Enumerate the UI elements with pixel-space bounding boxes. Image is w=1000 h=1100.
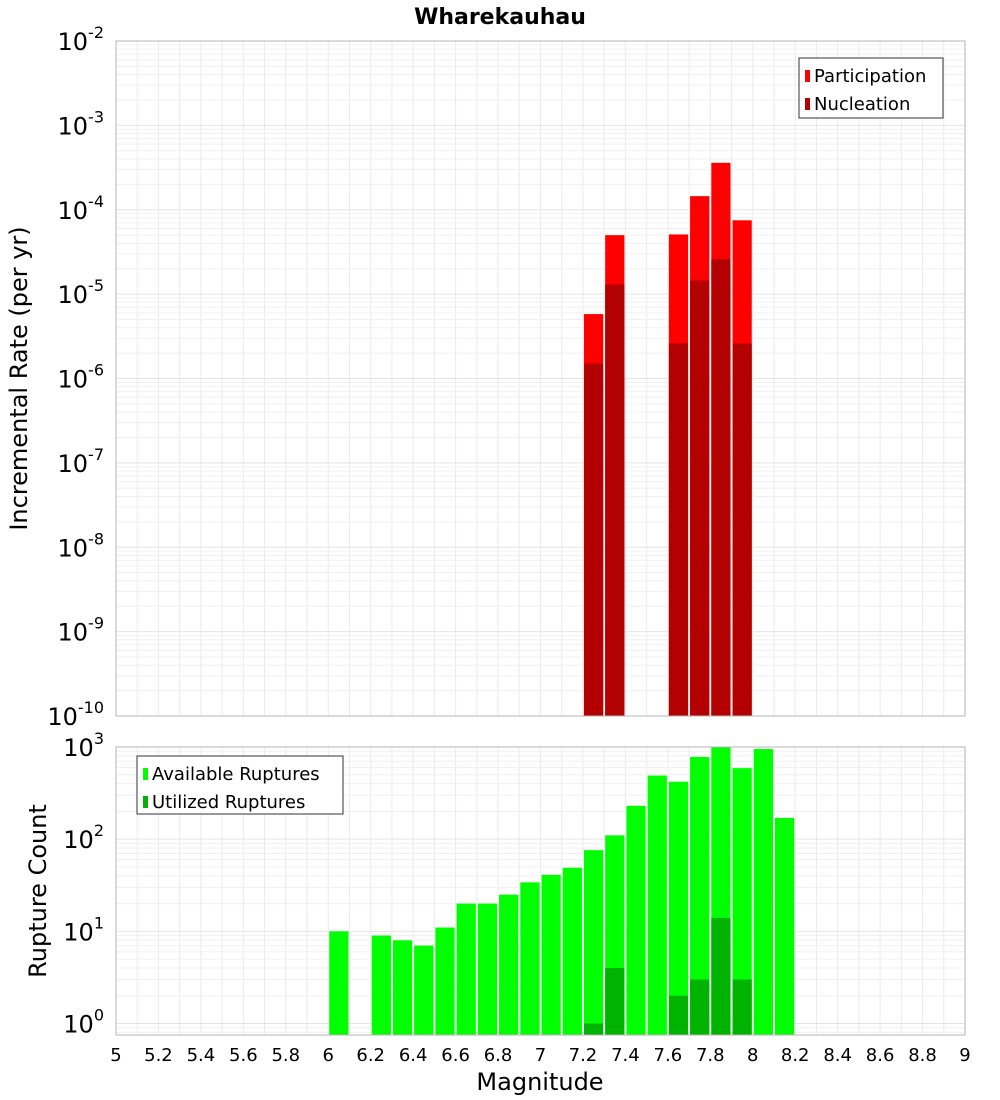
bar	[668, 995, 689, 1035]
grid-lines	[115, 40, 966, 717]
y-tick-label: 10-7	[58, 445, 105, 478]
bar	[732, 343, 752, 716]
x-tick-label: 6.8	[484, 1045, 513, 1066]
x-tick-labels: 5 5.2 5.4 5.6 5.8 6 6.2 6.4 6.6 6.8 7 7.2 7.4 7.6 7.8 8…	[110, 1045, 970, 1066]
plot-frame	[115, 40, 966, 717]
bar	[520, 882, 540, 1035]
bar	[690, 756, 710, 1035]
x-tick-label: 8.4	[823, 1045, 852, 1066]
bar	[435, 927, 455, 1035]
bar	[541, 874, 561, 1035]
bar	[329, 931, 349, 1035]
x-tick-label: 5	[110, 1045, 121, 1066]
y-axis-label-count: Rupture Count	[24, 804, 52, 978]
bar	[583, 850, 604, 1035]
bar	[583, 363, 604, 716]
x-tick-label: 5.4	[187, 1045, 216, 1066]
plot-frame	[115, 746, 966, 1036]
x-tick-label: 5.8	[271, 1045, 300, 1066]
x-tick-label: 8.6	[866, 1045, 895, 1066]
bar	[562, 867, 582, 1035]
bar	[626, 805, 646, 1035]
y-tick-labels: 10-10 10-9 10-8 10-7 10-6 10-5 10-4 10-3 10-2	[47, 23, 104, 731]
x-tick-label: 7.2	[569, 1045, 598, 1066]
y-tick-label: 10-9	[58, 614, 105, 647]
bar	[456, 903, 476, 1035]
x-tick-label: 8	[747, 1045, 758, 1066]
y-tick-label: 10-8	[58, 529, 105, 562]
legend-entry: Available Ruptures	[152, 764, 320, 785]
legend-swatch	[805, 70, 810, 82]
bar	[711, 259, 731, 716]
y-tick-label: 100	[63, 1005, 104, 1038]
series-nucleation	[583, 259, 752, 716]
bar	[668, 343, 689, 716]
legend-box	[798, 57, 944, 119]
x-tick-label: 9	[959, 1045, 970, 1066]
y-tick-label: 10-3	[58, 107, 105, 140]
legend-swatch	[143, 796, 148, 808]
legend: Participation Nucleation	[798, 57, 944, 119]
bar	[499, 894, 519, 1035]
x-tick-label: 6.6	[441, 1045, 470, 1066]
legend-entry: Utilized Ruptures	[152, 792, 305, 813]
y-tick-label: 10-2	[58, 23, 105, 56]
y-axis-label-rate: Incremental Rate (per yr)	[5, 226, 33, 530]
bar	[605, 967, 625, 1035]
x-tick-label: 6	[323, 1045, 334, 1066]
bar	[605, 284, 625, 716]
x-tick-label: 5.2	[144, 1045, 173, 1066]
x-tick-label: 7.4	[611, 1045, 640, 1066]
bar	[668, 781, 689, 1035]
x-tick-label: 5.6	[229, 1045, 258, 1066]
x-tick-label: 6.2	[356, 1045, 385, 1066]
legend-entry: Nucleation	[814, 94, 910, 115]
y-tick-label: 10-4	[58, 192, 105, 225]
bar	[711, 917, 731, 1035]
bar	[647, 775, 667, 1035]
y-tick-label: 10-5	[58, 276, 105, 309]
bar	[477, 903, 498, 1035]
bar	[392, 940, 413, 1035]
bar	[690, 979, 710, 1035]
bar	[414, 945, 434, 1035]
x-tick-label: 7.6	[654, 1045, 683, 1066]
x-axis-label: Magnitude	[476, 1068, 603, 1096]
bar	[371, 935, 391, 1035]
bar	[690, 280, 710, 716]
y-tick-label: 101	[63, 913, 104, 946]
legend-swatch	[805, 98, 810, 110]
legend-swatch	[143, 768, 148, 780]
y-tick-label: 102	[63, 821, 104, 854]
x-tick-label: 7.8	[696, 1045, 725, 1066]
chart-title: Wharekauhau	[414, 5, 586, 30]
legend-box	[136, 755, 344, 815]
x-tick-label: 6.4	[399, 1045, 428, 1066]
bar	[583, 1023, 604, 1035]
y-tick-label: 103	[63, 729, 104, 762]
x-tick-label: 7	[535, 1045, 546, 1066]
legend: Available Ruptures Utilized Ruptures	[136, 755, 344, 815]
x-tick-label: 8.8	[908, 1045, 937, 1066]
bar	[774, 817, 795, 1035]
x-tick-label: 8.2	[781, 1045, 810, 1066]
series-utilized-ruptures	[583, 917, 752, 1035]
legend-entry: Participation	[814, 66, 926, 87]
y-tick-label: 10-6	[58, 361, 105, 394]
series-available-ruptures	[329, 747, 795, 1035]
bar	[732, 979, 752, 1035]
bar	[753, 749, 773, 1035]
y-tick-labels: 100 101 102 103	[63, 729, 104, 1038]
y-tick-label: 10-10	[47, 698, 104, 731]
bar	[732, 768, 752, 1035]
